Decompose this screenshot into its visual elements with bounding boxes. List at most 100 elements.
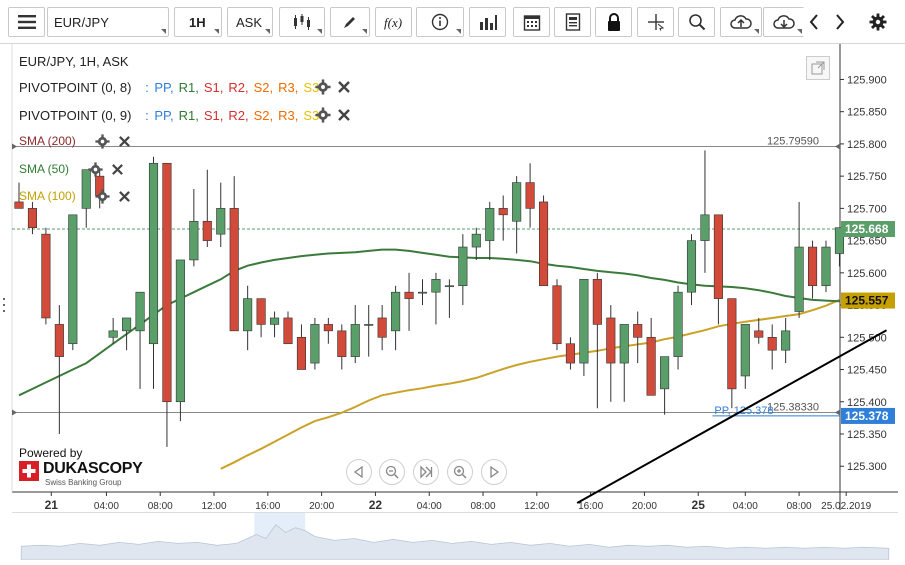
indicators-button[interactable]: f(x)	[375, 7, 412, 37]
candle-body	[27, 208, 38, 229]
x-tick-label: 04:00	[733, 501, 758, 512]
chevron-left-icon	[809, 14, 818, 30]
candle-body	[202, 220, 212, 241]
candle-body	[243, 298, 253, 332]
chart-type-button[interactable]	[279, 7, 325, 37]
candle-body	[189, 220, 199, 261]
pivot-item-label: R2,	[228, 80, 249, 95]
timeframe-label: 1H	[189, 15, 206, 30]
level-handle-right[interactable]	[835, 143, 840, 150]
price-chart[interactable]: 125.900 125.850 125.800 125.750 125.700 125.6…	[0, 0, 905, 512]
logo-subtitle: Swiss Banking Group	[45, 478, 122, 487]
gear-icon[interactable]	[95, 134, 110, 149]
candle-body	[175, 259, 185, 403]
menu-button[interactable]	[8, 7, 45, 37]
pivot-item-label: R3,	[278, 108, 299, 123]
zoom-out-button[interactable]	[379, 459, 405, 485]
expand-button[interactable]	[806, 56, 830, 80]
reset-view-button[interactable]	[413, 459, 439, 485]
candle-body	[471, 233, 481, 248]
chevron-down-icon	[161, 29, 166, 34]
level-handle-left[interactable]	[12, 143, 17, 150]
candle-body	[350, 324, 360, 357]
candle-body	[727, 298, 737, 390]
side-select[interactable]: ASK	[227, 7, 273, 37]
candle-body	[807, 246, 818, 287]
level-label: 125.79590	[767, 136, 819, 148]
x-tick-label: 16:00	[255, 501, 280, 512]
x-tick-label: 08:00	[148, 501, 173, 512]
sma50-label: SMA (50)	[19, 162, 70, 176]
report-button[interactable]	[554, 7, 591, 37]
pencil-icon	[344, 17, 355, 28]
calendar-button[interactable]	[513, 7, 550, 37]
instrument-select[interactable]: EUR/JPY	[47, 7, 169, 37]
close-icon[interactable]	[118, 190, 131, 203]
nav-forward-button[interactable]	[481, 459, 507, 485]
pivot-item-label: S3	[303, 80, 320, 95]
instrument-label: EUR/JPY	[54, 15, 109, 30]
pivot-item-label: R2,	[228, 108, 249, 123]
candle-body	[404, 291, 414, 299]
x-tick-label: 21	[45, 498, 59, 512]
sma-value-tag-label: 125.557	[845, 294, 889, 308]
candles-icon	[294, 14, 310, 30]
panel-resize-handle[interactable]	[0, 294, 8, 316]
zoom-out-icon	[385, 465, 399, 479]
last-price-tag-label: 125.668	[845, 222, 889, 236]
level-handle-right[interactable]	[835, 409, 840, 416]
calendar-icon	[523, 15, 540, 31]
sma-value-tag	[841, 292, 895, 309]
candle-body	[552, 285, 562, 345]
candle-body	[565, 343, 576, 364]
level-handle-left[interactable]	[12, 409, 17, 416]
gear-icon	[869, 13, 887, 31]
scroll-left-button[interactable]	[803, 7, 825, 37]
candle-body	[592, 278, 602, 325]
triangle-right-icon	[490, 466, 500, 478]
lock-button[interactable]	[595, 7, 632, 37]
candle-body	[444, 285, 454, 288]
nav-back-button[interactable]	[346, 459, 372, 485]
chevron-down-icon	[754, 29, 759, 34]
pivot-item-label: PP,	[154, 80, 174, 95]
powered-by-label: Powered by	[19, 446, 83, 460]
candle-body	[538, 201, 549, 287]
pivot-pp-tag	[841, 407, 895, 424]
x-tick-label: 20:00	[309, 501, 334, 512]
candle-body	[364, 324, 374, 326]
x-tick-label: 04:00	[417, 501, 442, 512]
trendline[interactable]	[576, 329, 888, 504]
candle-body	[54, 324, 64, 357]
drawing-tools-button[interactable]	[330, 7, 370, 37]
volume-button[interactable]	[469, 7, 506, 37]
y-tick-label: 125.400	[847, 397, 887, 409]
pivot-item-label: S3	[303, 108, 320, 123]
navigator-scroller[interactable]	[12, 512, 898, 560]
upload-button[interactable]	[720, 7, 762, 37]
candle-body	[256, 298, 266, 325]
scroll-right-button[interactable]	[829, 7, 851, 37]
close-icon[interactable]	[337, 108, 351, 122]
candle-body	[283, 317, 293, 345]
hamburger-icon	[17, 15, 36, 29]
gear-icon[interactable]	[88, 162, 103, 177]
y-tick-label: 125.750	[847, 171, 887, 183]
zoom-button[interactable]	[678, 7, 715, 37]
timeframe-select[interactable]: 1H	[174, 7, 222, 37]
candle-body	[512, 182, 522, 222]
sma200-label: SMA (200)	[19, 134, 76, 148]
settings-button[interactable]	[866, 7, 890, 37]
close-icon[interactable]	[337, 80, 351, 94]
crosshair-button[interactable]	[637, 7, 674, 37]
gear-icon[interactable]	[315, 107, 331, 123]
zoom-in-button[interactable]	[447, 459, 473, 485]
gear-icon[interactable]	[315, 79, 331, 95]
info-button[interactable]	[416, 7, 464, 37]
x-tick-label: 25.02.2019	[821, 501, 871, 512]
candle-body	[781, 330, 791, 351]
candle-body	[68, 214, 78, 345]
close-icon[interactable]	[118, 135, 131, 148]
gear-icon[interactable]	[95, 189, 110, 204]
close-icon[interactable]	[111, 163, 124, 176]
